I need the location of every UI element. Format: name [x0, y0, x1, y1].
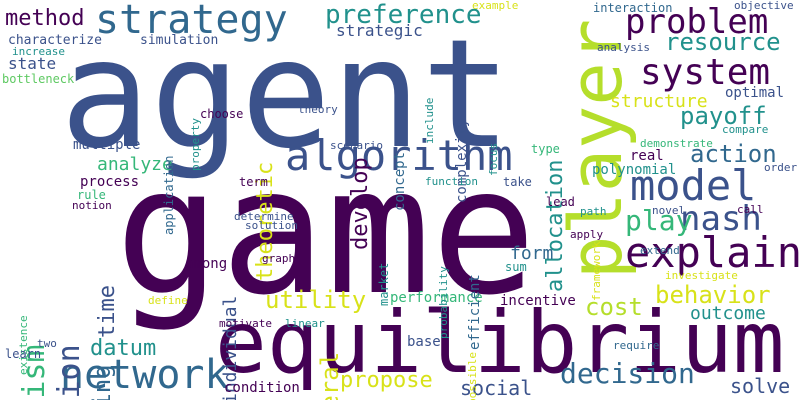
- cloud-word: investigate: [665, 269, 738, 282]
- cloud-word: type: [531, 142, 560, 156]
- cloud-word: game: [115, 131, 537, 334]
- cloud-word: allocation: [543, 159, 568, 292]
- cloud-word: optimal: [725, 85, 785, 101]
- cloud-word: state: [8, 54, 57, 73]
- cloud-word: action: [690, 140, 777, 168]
- cloud-word: play: [625, 204, 693, 237]
- cloud-word: resource: [665, 28, 781, 56]
- cloud-word: bottleneck: [2, 72, 75, 86]
- cloud-word: decision: [560, 357, 695, 390]
- cloud-word: analysis: [597, 41, 650, 54]
- cloud-word: two: [37, 337, 57, 350]
- cloud-word: property: [189, 117, 202, 171]
- cloud-word: motivate: [219, 317, 272, 330]
- cloud-word: require: [613, 339, 660, 352]
- cloud-word: strategy: [95, 0, 288, 43]
- cloud-word: take: [503, 175, 532, 189]
- cloud-word: strategic: [336, 21, 423, 40]
- cloud-word: network: [60, 352, 229, 398]
- cloud-word: solution: [245, 219, 298, 232]
- cloud-word: theory: [298, 103, 338, 116]
- cloud-word: order: [764, 161, 798, 174]
- cloud-word: define: [148, 294, 188, 307]
- cloud-word: time: [95, 284, 120, 338]
- cloud-word: rule: [77, 188, 106, 202]
- cloud-word: model: [630, 161, 757, 210]
- cloud-word: agent: [60, 8, 512, 182]
- cloud-word: existence: [17, 315, 30, 376]
- cloud-word: graph: [262, 252, 296, 265]
- cloud-word: path: [580, 205, 607, 218]
- cloud-word: notion: [72, 199, 112, 212]
- cloud-word: apply: [570, 228, 604, 241]
- cloud-word: interaction: [593, 1, 673, 15]
- cloud-word: novel: [652, 204, 686, 217]
- cloud-word: cost: [585, 293, 643, 321]
- cloud-word: learning: [88, 365, 116, 400]
- cloud-word: problem: [625, 2, 769, 42]
- cloud-word: demonstrate: [640, 137, 713, 150]
- cloud-word: polynomial: [592, 162, 677, 178]
- cloud-word: choose: [200, 107, 244, 121]
- cloud-word: concept: [392, 151, 408, 211]
- cloud-word: condition: [224, 380, 300, 396]
- cloud-word: simulation: [140, 33, 219, 48]
- cloud-word: system: [640, 52, 771, 93]
- cloud-word: multiple: [73, 137, 141, 153]
- cloud-word: process: [80, 174, 140, 190]
- cloud-word: objective: [734, 0, 794, 12]
- cloud-word: focus: [487, 142, 500, 176]
- cloud-word: algorithm: [285, 131, 513, 180]
- cloud-word: example: [472, 0, 519, 12]
- cloud-word: develop: [348, 157, 373, 251]
- cloud-word: structure: [610, 91, 708, 112]
- cloud-word: market: [377, 262, 391, 307]
- cloud-word: method: [5, 6, 85, 31]
- cloud-word: characterize: [8, 33, 102, 48]
- cloud-word: learn: [5, 347, 42, 361]
- cloud-word: extend: [640, 244, 680, 257]
- cloud-word: base: [407, 334, 441, 350]
- cloud-word: datum: [90, 336, 157, 361]
- cloud-word: preference: [325, 0, 482, 30]
- cloud-word: lead: [546, 195, 575, 209]
- cloud-word: payoff: [680, 102, 767, 130]
- cloud-word: utility: [265, 286, 367, 314]
- cloud-word: call: [737, 203, 764, 216]
- cloud-word: sum: [505, 260, 527, 274]
- cloud-word: include: [423, 97, 436, 145]
- cloud-word: information: [52, 344, 87, 400]
- cloud-word: compare: [722, 123, 769, 136]
- cloud-word: nash: [680, 199, 762, 239]
- cloud-word: determine: [234, 210, 294, 223]
- cloud-word: form: [510, 243, 554, 264]
- cloud-word: function: [425, 175, 478, 188]
- cloud-word: incentive: [500, 293, 576, 309]
- cloud-word: analyze: [97, 154, 173, 175]
- cloud-word: among: [185, 256, 228, 272]
- cloud-word: propose: [340, 368, 433, 393]
- cloud-word: performance: [390, 290, 483, 306]
- cloud-word: probability: [437, 265, 450, 339]
- cloud-word: real: [630, 148, 664, 164]
- cloud-word: behavior: [655, 281, 771, 309]
- cloud-word: increase: [12, 45, 65, 58]
- cloud-word: framework: [590, 241, 603, 302]
- cloud-word: term: [239, 175, 268, 189]
- cloud-word: several: [316, 352, 344, 400]
- cloud-word: application: [162, 155, 176, 236]
- cloud-word: outcome: [690, 303, 766, 324]
- cloud-word: solve: [730, 374, 791, 398]
- cloud-word: efficient: [467, 273, 483, 350]
- cloud-word: scenario: [330, 139, 383, 152]
- cloud-word: complexity: [454, 118, 470, 203]
- cloud-word: explain: [625, 228, 800, 277]
- cloud-word: social: [460, 376, 533, 400]
- cloud-word: linear: [285, 317, 325, 330]
- cloud-word: equilibrium: [215, 293, 785, 393]
- cloud-word: possible: [466, 351, 479, 400]
